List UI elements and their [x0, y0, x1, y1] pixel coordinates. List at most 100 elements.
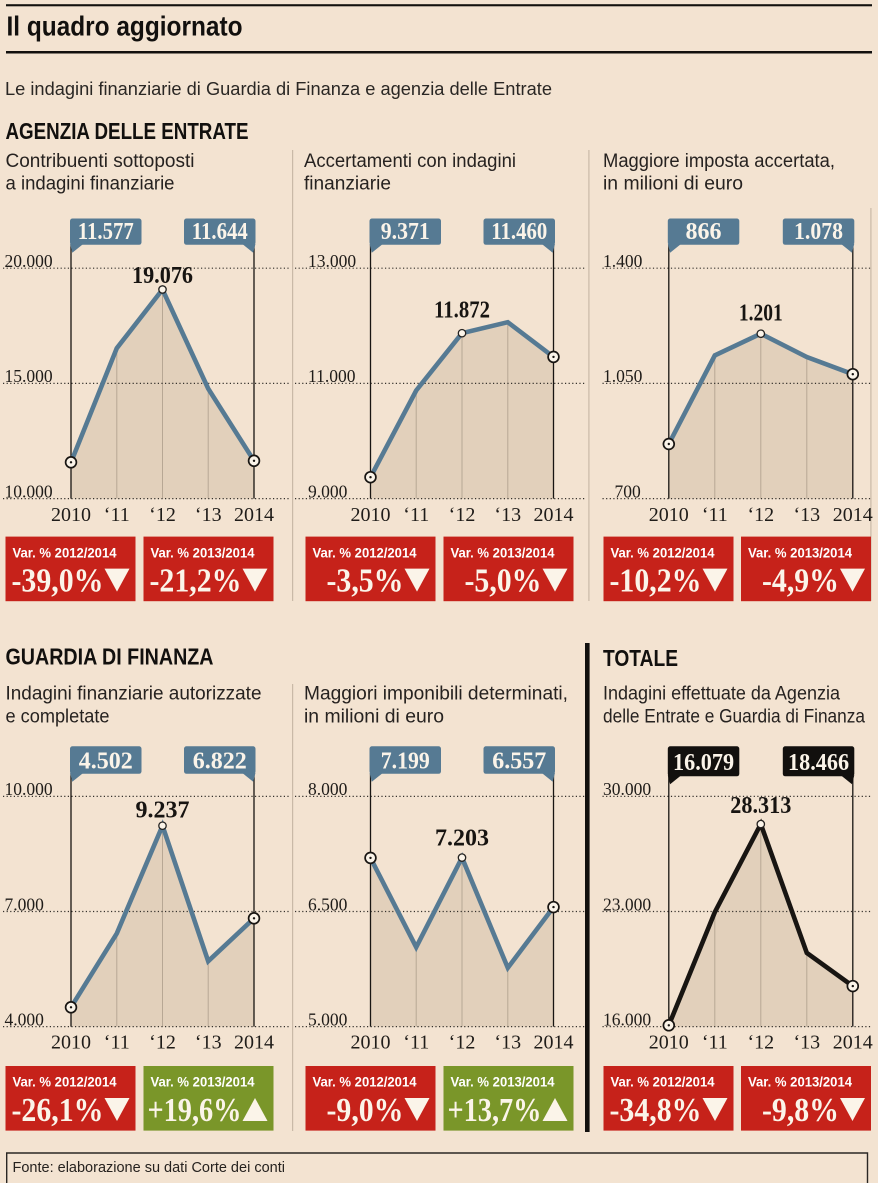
svg-text:‘12: ‘12: [149, 504, 176, 526]
svg-text:finanziarie: finanziarie: [304, 174, 391, 195]
svg-text:‘11: ‘11: [702, 504, 728, 526]
svg-text:Var. % 2012/2014: Var. % 2012/2014: [313, 545, 417, 560]
svg-text:‘11: ‘11: [403, 504, 429, 526]
svg-text:30.000: 30.000: [603, 779, 651, 799]
svg-text:Var. % 2013/2014: Var. % 2013/2014: [151, 1075, 255, 1090]
svg-text:2010: 2010: [649, 1032, 689, 1054]
svg-text:Fonte: elaborazione su dati Co: Fonte: elaborazione su dati Corte dei co…: [13, 1160, 285, 1176]
svg-text:‘13: ‘13: [494, 504, 521, 526]
svg-text:9.000: 9.000: [308, 481, 348, 501]
svg-text:4.502: 4.502: [79, 748, 133, 774]
svg-text:2010: 2010: [51, 504, 91, 526]
svg-text:16.079: 16.079: [673, 750, 734, 776]
svg-text:2014: 2014: [534, 1032, 574, 1054]
svg-text:6.557: 6.557: [492, 748, 546, 774]
svg-text:Var. % 2012/2014: Var. % 2012/2014: [13, 545, 117, 560]
svg-text:-9,8%: -9,8%: [762, 1092, 839, 1129]
svg-text:e completate: e completate: [6, 706, 110, 727]
svg-text:9.237: 9.237: [136, 798, 190, 824]
svg-text:1.050: 1.050: [603, 366, 643, 386]
svg-text:13.000: 13.000: [308, 251, 356, 271]
svg-text:+19,6%: +19,6%: [148, 1092, 242, 1129]
svg-text:10.000: 10.000: [5, 779, 53, 799]
svg-text:-39,0%: -39,0%: [12, 563, 104, 600]
svg-text:1.400: 1.400: [603, 251, 643, 271]
svg-text:2014: 2014: [534, 504, 574, 526]
svg-text:-9,0%: -9,0%: [327, 1092, 404, 1129]
svg-text:7.000: 7.000: [5, 894, 45, 914]
svg-text:-3,5%: -3,5%: [327, 563, 404, 600]
svg-text:‘12: ‘12: [449, 1032, 476, 1054]
svg-text:GUARDIA DI FINANZA: GUARDIA DI FINANZA: [6, 644, 214, 670]
svg-text:‘12: ‘12: [449, 504, 476, 526]
svg-text:in milioni di euro: in milioni di euro: [603, 174, 743, 195]
svg-text:9.371: 9.371: [381, 219, 430, 245]
svg-text:Var. % 2013/2014: Var. % 2013/2014: [151, 545, 255, 560]
svg-text:‘13: ‘13: [195, 1032, 222, 1054]
svg-text:15.000: 15.000: [5, 366, 53, 386]
svg-text:Var. % 2013/2014: Var. % 2013/2014: [748, 1075, 852, 1090]
svg-text:8.000: 8.000: [308, 779, 348, 799]
svg-text:2010: 2010: [51, 1032, 91, 1054]
svg-text:‘12: ‘12: [747, 504, 774, 526]
svg-text:‘11: ‘11: [104, 1032, 130, 1054]
svg-text:10.000: 10.000: [5, 481, 53, 501]
svg-text:‘13: ‘13: [793, 1032, 820, 1054]
svg-text:-4,9%: -4,9%: [762, 563, 839, 600]
svg-text:Var. % 2013/2014: Var. % 2013/2014: [748, 545, 852, 560]
svg-text:AGENZIA DELLE ENTRATE: AGENZIA DELLE ENTRATE: [6, 118, 249, 144]
svg-text:Var. % 2012/2014: Var. % 2012/2014: [313, 1075, 417, 1090]
svg-text:‘12: ‘12: [149, 1032, 176, 1054]
svg-text:‘13: ‘13: [793, 504, 820, 526]
svg-text:11.644: 11.644: [192, 219, 248, 245]
svg-text:2014: 2014: [234, 504, 274, 526]
svg-text:6.500: 6.500: [308, 894, 348, 914]
svg-text:7.199: 7.199: [381, 748, 430, 774]
svg-text:2014: 2014: [833, 504, 873, 526]
svg-text:-26,1%: -26,1%: [12, 1092, 104, 1129]
svg-text:‘11: ‘11: [403, 1032, 429, 1054]
svg-text:11.872: 11.872: [434, 297, 490, 323]
svg-text:‘11: ‘11: [104, 504, 130, 526]
svg-text:5.000: 5.000: [308, 1009, 348, 1029]
svg-text:2010: 2010: [351, 1032, 391, 1054]
svg-text:delle Entrate e Guardia di Fin: delle Entrate e Guardia di Finanza: [603, 706, 865, 727]
svg-text:Il quadro aggiornato: Il quadro aggiornato: [7, 10, 243, 41]
svg-text:20.000: 20.000: [5, 251, 53, 271]
svg-text:700: 700: [615, 481, 642, 501]
svg-text:1.078: 1.078: [794, 219, 843, 245]
svg-text:2014: 2014: [234, 1032, 274, 1054]
svg-text:-5,0%: -5,0%: [465, 563, 542, 600]
svg-text:Var. % 2012/2014: Var. % 2012/2014: [611, 1075, 715, 1090]
svg-text:Contribuenti sottoposti: Contribuenti sottoposti: [6, 151, 195, 172]
svg-text:Indagini finanziarie autorizza: Indagini finanziarie autorizzate: [6, 684, 262, 705]
svg-text:23.000: 23.000: [603, 894, 651, 914]
svg-text:a indagini finanziarie: a indagini finanziarie: [6, 174, 175, 195]
svg-text:Maggiori imponibili determinat: Maggiori imponibili determinati,: [304, 684, 568, 705]
svg-text:Maggiore imposta accertata,: Maggiore imposta accertata,: [603, 151, 835, 172]
svg-text:11.000: 11.000: [308, 366, 356, 386]
svg-text:Var. % 2013/2014: Var. % 2013/2014: [451, 1075, 555, 1090]
svg-text:Indagini effettuate da Agenzia: Indagini effettuate da Agenzia: [603, 684, 840, 705]
svg-text:11.577: 11.577: [78, 219, 134, 245]
svg-text:‘12: ‘12: [747, 1032, 774, 1054]
svg-text:Accertamenti con indagini: Accertamenti con indagini: [304, 151, 516, 172]
svg-text:2010: 2010: [649, 504, 689, 526]
svg-text:16.000: 16.000: [603, 1009, 651, 1029]
svg-text:Var. % 2012/2014: Var. % 2012/2014: [611, 545, 715, 560]
svg-text:Var. % 2012/2014: Var. % 2012/2014: [13, 1075, 117, 1090]
svg-text:-21,2%: -21,2%: [150, 563, 242, 600]
svg-text:-10,2%: -10,2%: [610, 563, 702, 600]
svg-text:6.822: 6.822: [193, 748, 247, 774]
svg-text:Le indagini finanziarie di Gua: Le indagini finanziarie di Guardia di Fi…: [5, 79, 552, 99]
svg-text:7.203: 7.203: [435, 825, 489, 851]
svg-text:in milioni di euro: in milioni di euro: [304, 706, 444, 727]
svg-text:866: 866: [686, 219, 722, 245]
svg-text:-34,8%: -34,8%: [610, 1092, 702, 1129]
svg-text:2014: 2014: [833, 1032, 873, 1054]
svg-text:TOTALE: TOTALE: [603, 645, 678, 671]
svg-text:‘11: ‘11: [702, 1032, 728, 1054]
svg-text:19.076: 19.076: [132, 263, 193, 289]
svg-text:1.201: 1.201: [739, 301, 783, 327]
svg-text:11.460: 11.460: [491, 219, 547, 245]
